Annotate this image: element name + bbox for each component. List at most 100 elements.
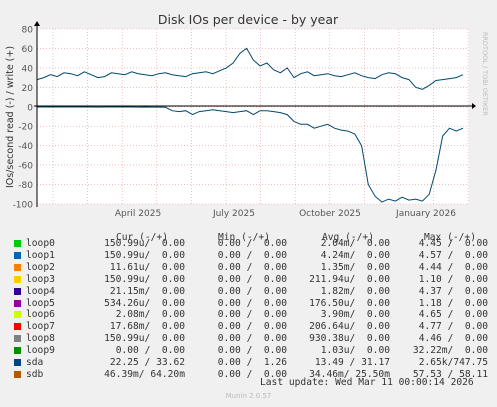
legend-name: loop8 [26,333,55,345]
y-tick-label: 60 [22,45,34,55]
y-tick-label: 80 [22,26,34,36]
legend-value-avg: 34.46m/ 25.50m [309,368,390,380]
legend-value-max: 4.37 / 0.00 [418,285,488,297]
legend-name: sda [26,357,44,368]
legend-row-loop0: loop0 150.99u/ 0.00 0.00 / 0.00 2.04m/ 0.00… [0,238,497,250]
legend-value-cur: 17.68m/ 0.00 [109,321,185,333]
legend-value-cur: 150.99u/ 0.00 [104,273,185,285]
legend-value-max: 4.65 / 0.00 [418,309,488,321]
legend-swatch [14,359,21,366]
y-axis-label: IOs/second read (-) / write (+) [5,46,16,188]
legend-header-min: Min (-/+) [218,232,270,243]
x-tick-label: July 2025 [212,209,255,219]
legend-row-loop4: loop4 21.15m/ 0.00 0.00 / 0.00 1.82m/ 0.00 4… [0,286,497,298]
y-tick-label: -60 [18,162,33,172]
legend-value-max: 4.57 / 0.00 [418,249,488,261]
legend-name: loop9 [26,345,55,357]
legend-value-min: 0.00 / 0.00 [217,309,287,321]
legend-value-avg: 4.24m/ 0.00 [320,249,390,261]
y-tick-label: 40 [22,64,34,74]
legend-value-min: 0.00 / 0.00 [217,333,287,345]
y-tick-label: -100 [13,201,34,211]
legend-value-max: 2.65k/747.75 [418,357,488,368]
legend-swatch [14,251,21,259]
legend-value-min: 0.00 / 1.26 [217,357,287,368]
y-tick-label: 20 [22,84,34,94]
legend-value-min: 0.00 / 0.00 [217,273,287,285]
legend-name: loop6 [26,309,55,321]
legend-value-avg: 1.35m/ 0.00 [320,261,390,273]
legend-value-cur: 150.99u/ 0.00 [104,249,185,261]
legend-value-cur: 534.26u/ 0.00 [104,297,185,309]
legend-value-cur: 22.25 / 33.62 [109,357,185,368]
legend-name: loop0 [26,238,55,249]
legend-value-min: 0.00 / 0.00 [217,345,287,357]
legend-value-min: 0.00 / 0.00 [217,321,287,333]
y-axis-arrow [34,21,40,26]
legend-value-avg: 211.94u/ 0.00 [309,273,390,285]
grid [37,28,469,205]
legend-name: sdb [26,368,44,380]
legend-name: loop3 [26,273,55,285]
legend-value-max: 1.10 / 0.00 [418,273,488,285]
legend-name: loop2 [26,261,55,273]
legend-name: loop4 [26,285,55,297]
legend-row-loop3: loop3 150.99u/ 0.00 0.00 / 0.00 211.94u/ 0.… [0,274,497,286]
legend-value-min: 0.00 / 0.00 [217,368,287,380]
legend-value-cur: 0.00 / 0.00 [115,345,185,357]
legend-swatch [14,370,21,378]
legend-row-loop2: loop2 11.61u/ 0.00 0.00 / 0.00 1.35m/ 0.00 4… [0,262,497,274]
legend-row-loop1: loop1 150.99u/ 0.00 0.00 / 0.00 4.24m/ 0.00… [0,250,497,262]
legend-value-min: 0.00 / 0.00 [217,238,287,249]
legend-value-avg: 206.64u/ 0.00 [309,321,390,333]
legend-value-avg: 3.90m/ 0.00 [320,309,390,321]
legend-value-min: 0.00 / 0.00 [217,261,287,273]
legend-row-loop8: loop8 150.99u/ 0.00 0.00 / 0.00 930.38u/ 0.… [0,333,497,345]
legend-row-sda: sda 22.25 / 33.62 0.00 / 1.26 13.49 / 31.17… [0,357,497,369]
legend-swatch [14,240,21,247]
legend-value-avg: 2.04m/ 0.00 [320,238,390,249]
munin-version: Munin 2.0.57 [225,392,272,400]
legend-value-cur: 46.39m/ 64.20m [104,368,185,380]
legend-value-min: 0.00 / 0.00 [217,249,287,261]
last-update: Last update: Wed Mar 11 00:00:14 2026 [260,377,474,388]
y-tick-label: -40 [18,142,33,152]
x-tick-label: October 2025 [299,209,361,219]
legend-value-avg: 930.38u/ 0.00 [309,333,390,345]
x-axis-arrow [472,103,476,109]
legend-value-max: 4.45 / 0.00 [418,238,488,249]
legend-value-cur: 2.08m/ 0.00 [115,309,185,321]
legend-row-loop7: loop7 17.68m/ 0.00 0.00 / 0.00 206.64u/ 0.0… [0,321,497,333]
legend-name: loop5 [26,297,55,309]
legend-swatch [14,299,21,307]
legend-swatch [14,287,21,295]
legend-value-avg: 176.50u/ 0.00 [309,297,390,309]
legend-swatch [14,335,21,343]
legend-swatch [14,275,21,283]
legend-value-cur: 150.99u/ 0.00 [104,238,185,249]
y-tick-label: -80 [18,181,33,191]
legend-name: loop7 [26,321,55,333]
x-tick-label: January 2026 [395,209,456,219]
y-tick-labels: 80 60 40 20 0 -20 -40 -60 -80 -100 [13,26,34,211]
legend-value-min: 0.00 / 0.00 [217,297,287,309]
legend-value-max: 32.22m/ 0.00 [412,345,488,357]
plot-area [37,29,469,204]
legend-swatch [14,323,21,331]
legend-row-sdb: sdb 46.39m/ 64.20m 0.00 / 0.00 34.46m/ 25.5… [0,369,497,381]
rrdtool-label: RRDTOOL / TOBI OETIKER [481,32,489,116]
legend-value-max: 4.77 / 0.00 [418,321,488,333]
y-tick-label: 0 [27,103,33,113]
series-line-sda-read [37,106,464,203]
legend-row-loop6: loop6 2.08m/ 0.00 0.00 / 0.00 3.90m/ 0.00 4.… [0,309,497,321]
legend-name: loop1 [26,249,55,261]
legend-value-cur: 150.99u/ 0.00 [104,333,185,345]
series-line-sda-write [36,47,464,90]
legend-header-avg: Avg (-/+) [322,232,374,243]
series-group [36,47,464,203]
legend-value-max: 4.44 / 0.00 [418,261,488,273]
chart-title: Disk IOs per device - by year [158,12,339,27]
legend-value-max: 1.18 / 0.00 [418,297,488,309]
legend-value-avg: 1.82m/ 0.00 [320,285,390,297]
